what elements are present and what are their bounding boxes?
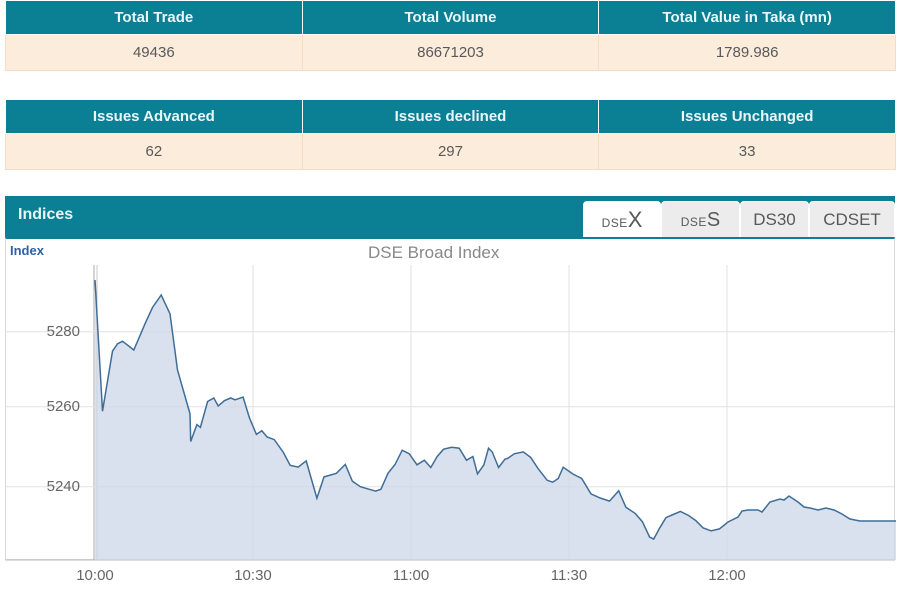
svg-text:10:30: 10:30 xyxy=(234,567,272,584)
svg-text:5280: 5280 xyxy=(47,323,80,340)
svg-text:5260: 5260 xyxy=(47,398,80,415)
svg-text:5240: 5240 xyxy=(47,478,80,495)
svg-text:12:00: 12:00 xyxy=(708,567,746,584)
svg-text:11:00: 11:00 xyxy=(393,567,429,584)
svg-text:11:30: 11:30 xyxy=(551,567,587,584)
svg-text:10:00: 10:00 xyxy=(76,567,114,584)
